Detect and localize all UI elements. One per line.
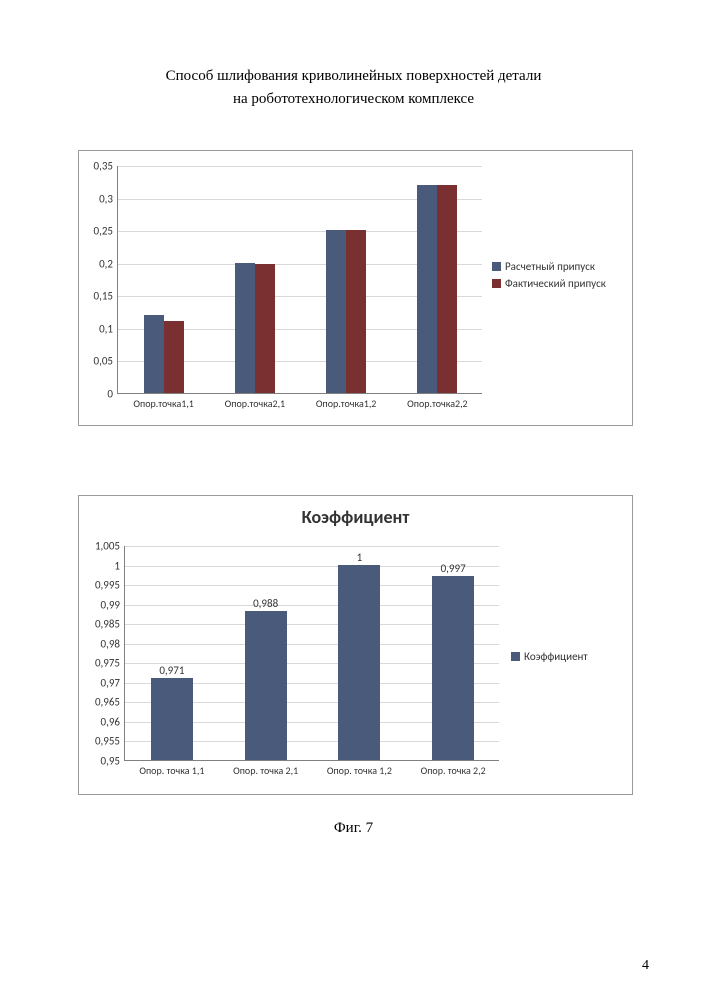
bar-data-label: 0,997 <box>441 562 466 577</box>
x-tick-label: Опор. точка 2,1 <box>233 760 298 777</box>
legend-label: Фактический припуск <box>505 277 606 290</box>
bar <box>346 230 366 393</box>
x-tick-label: Опор.точка2,2 <box>407 393 468 410</box>
legend-swatch <box>492 279 501 288</box>
page-title: Способ шлифования криволинейных поверхно… <box>0 65 707 110</box>
chart-2-title: Коэффициент <box>79 506 632 528</box>
bar <box>164 321 184 393</box>
chart-1-frame: 0 0,05 0,1 0,15 0,2 0,25 0,3 0,35 Опор.точка1,1 О… <box>78 150 633 426</box>
legend-item: Расчетный припуск <box>492 260 606 273</box>
bar <box>235 263 255 393</box>
x-tick-label: Опор. точка 1,2 <box>327 760 392 777</box>
bar-data-label: 0,971 <box>159 664 184 679</box>
page-number: 4 <box>642 958 649 974</box>
bar <box>417 185 437 393</box>
y-tick-label: 0,96 <box>101 715 125 728</box>
x-tick-label: Опор. точка 1,1 <box>139 760 204 777</box>
y-tick-label: 0,98 <box>101 637 125 650</box>
gridline <box>125 546 499 547</box>
bar <box>437 185 457 393</box>
y-tick-label: 0,3 <box>99 192 118 205</box>
gridline <box>118 166 482 167</box>
x-tick-label: Опор.точка1,1 <box>133 393 194 410</box>
y-tick-label: 0,955 <box>95 735 125 748</box>
y-tick-label: 0,95 <box>101 755 125 768</box>
y-tick-label: 0,97 <box>101 676 125 689</box>
y-tick-label: 0,985 <box>95 618 125 631</box>
x-tick-label: Опор.точка1,2 <box>316 393 377 410</box>
bar <box>151 678 193 760</box>
legend-label: Коэффициент <box>524 650 588 663</box>
y-tick-label: 0,995 <box>95 579 125 592</box>
y-tick-label: 0,2 <box>99 257 118 270</box>
page-title-line-1: Способ шлифования криволинейных поверхно… <box>166 68 542 84</box>
y-tick-label: 0,05 <box>94 355 118 368</box>
legend-swatch <box>511 652 520 661</box>
bar <box>432 576 474 760</box>
y-tick-label: 0,965 <box>95 696 125 709</box>
y-tick-label: 0,15 <box>94 290 118 303</box>
chart-1-plot-area: 00,050,10,150,20,250,30,35Опор.точка1,1О… <box>117 166 482 394</box>
legend-swatch <box>492 262 501 271</box>
y-tick-label: 0,1 <box>99 322 118 335</box>
chart-2-frame: Коэффициент 0,950,9550,960,9650,970,9750… <box>78 495 633 795</box>
y-tick-label: 0,35 <box>94 160 118 173</box>
bar <box>326 230 346 393</box>
bar <box>144 315 164 393</box>
bar <box>338 565 380 760</box>
figure-caption: Фиг. 7 <box>0 820 707 837</box>
y-tick-label: 1,005 <box>95 540 125 553</box>
page-title-line-2: на робототехнологическом комплексе <box>233 91 474 107</box>
y-tick-label: 0 <box>107 388 118 401</box>
chart-2-plot-area: 0,950,9550,960,9650,970,9750,980,9850,99… <box>124 546 499 761</box>
y-tick-label: 0,975 <box>95 657 125 670</box>
legend-item: Коэффициент <box>511 650 588 663</box>
legend-item: Фактический припуск <box>492 277 606 290</box>
x-tick-label: Опор.точка2,1 <box>225 393 286 410</box>
bar-data-label: 0,988 <box>253 597 278 612</box>
bar-data-label: 1 <box>357 551 363 566</box>
chart-2-legend: Коэффициент <box>511 646 588 667</box>
bar <box>255 264 275 393</box>
y-tick-label: 1 <box>114 559 125 572</box>
y-tick-label: 0,25 <box>94 225 118 238</box>
chart-1-legend: Расчетный припуск Фактический припуск <box>492 256 606 294</box>
y-tick-label: 0,99 <box>101 598 125 611</box>
x-tick-label: Опор. точка 2,2 <box>421 760 486 777</box>
legend-label: Расчетный припуск <box>505 260 595 273</box>
bar <box>245 611 287 760</box>
